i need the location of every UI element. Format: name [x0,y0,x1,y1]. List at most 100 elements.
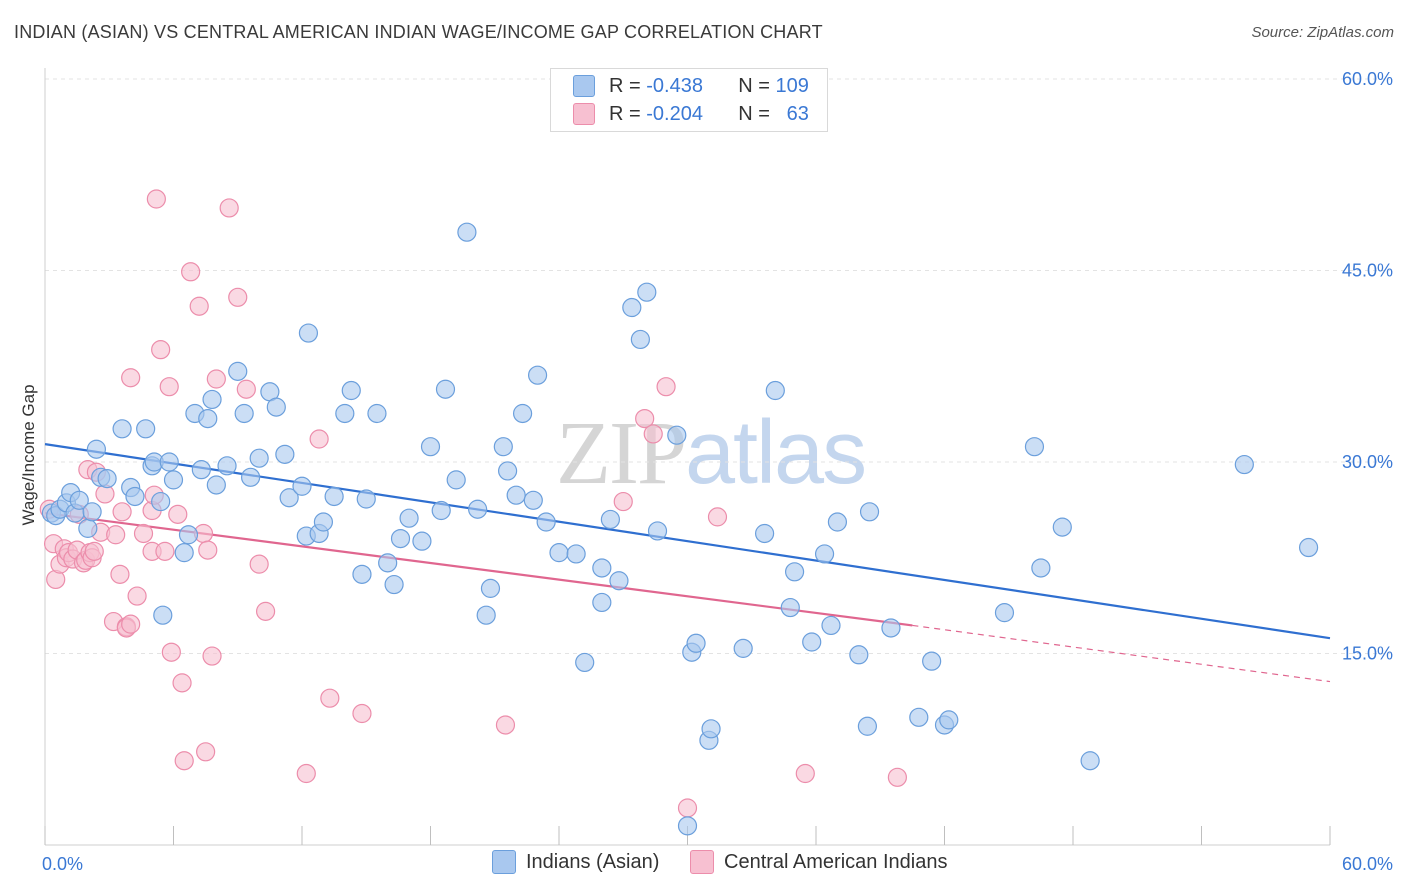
data-point-indians-asian [78,518,98,538]
legend-label: Central American Indians [724,850,948,873]
data-point-indians-asian [637,282,657,302]
data-point-indians-asian [356,489,376,509]
data-point-indians-asian [857,716,878,736]
data-point-indians-asian [202,389,222,410]
data-point-indians-asian [922,651,942,671]
y-tick-label: 45.0% [1342,261,1393,281]
data-point-indians-asian [457,222,477,242]
data-point-indians-asian [446,470,466,490]
data-point-indians-asian [1234,454,1254,475]
data-point-indians-asian [754,523,775,544]
blue-swatch [492,850,516,874]
data-point-indians-asian [493,437,513,457]
data-point-central-american-indians [495,715,516,735]
n-value: 109 [775,74,809,97]
data-point-indians-asian [909,707,929,727]
data-point-indians-asian [527,365,548,385]
data-point-indians-asian [86,439,107,459]
watermark-atlas: atlas [685,403,867,503]
data-point-indians-asian [647,521,668,541]
data-point-indians-asian [592,592,612,613]
central-american-indians-points [39,189,907,818]
data-point-central-american-indians [352,703,372,724]
data-point-indians-asian [939,710,959,730]
axis-labels: 15.0% 30.0% 45.0% 60.0% 0.0% 60.0% Wage/Income… [19,69,1393,874]
data-point-central-american-indians [206,369,226,389]
data-point-indians-asian [82,502,102,522]
stats-row-central-american-indians: R = -0.204 N = 63 [573,101,809,127]
data-point-indians-asian [566,544,586,564]
data-point-central-american-indians [112,502,132,522]
data-point-central-american-indians [296,763,316,784]
data-point-indians-asian [1031,558,1051,578]
pink-swatch [690,850,714,874]
indians-asian-points [41,222,1319,836]
data-point-indians-asian [630,329,650,350]
data-point-indians-asian [701,719,721,739]
data-point-indians-asian [765,380,785,401]
data-point-central-american-indians [795,763,815,784]
data-point-indians-asian [600,509,621,530]
data-point-central-american-indians [635,408,655,429]
pink-swatch [573,103,595,125]
data-point-indians-asian [136,419,156,439]
data-point-central-american-indians [181,262,201,282]
y-tick-label: 60.0% [1342,69,1393,89]
data-point-central-american-indians [161,642,181,662]
legend-item-central-american-indians[interactable]: Central American Indians [690,850,947,874]
data-point-indians-asian [125,486,145,507]
data-point-indians-asian [498,461,518,481]
n-label: N = [738,102,770,125]
data-point-indians-asian [234,403,254,424]
data-point-indians-asian [849,645,869,665]
data-point-indians-asian [399,508,419,528]
data-point-central-american-indians [887,767,907,787]
data-point-central-american-indians [677,798,698,818]
r-value: -0.438 [646,74,703,97]
data-point-indians-asian [163,470,184,490]
data-point-indians-asian [1080,751,1100,771]
data-point-indians-asian [1052,517,1072,537]
data-point-central-american-indians [219,198,239,218]
data-point-central-american-indians [707,507,728,527]
r-label: R = [609,102,641,125]
data-point-indians-asian [994,603,1015,623]
legend-label: Indians (Asian) [526,850,660,873]
stats-row-indians-asian: R = -0.438 N = 109 [573,73,809,99]
data-point-indians-asian [431,500,451,521]
y-tick-label: 15.0% [1342,644,1393,664]
data-point-indians-asian [881,618,901,638]
data-point-indians-asian [198,408,218,429]
data-point-central-american-indians [106,525,126,545]
data-point-indians-asian [228,361,248,381]
legend-item-indians-asian[interactable]: Indians (Asian) [492,850,659,874]
r-label: R = [609,74,641,97]
data-point-central-american-indians [121,368,141,388]
data-point-indians-asian [266,397,286,417]
data-point-central-american-indians [168,504,188,524]
stats-legend: R = -0.438 N = 109 R = -0.204 N = 63 [550,68,828,132]
data-point-central-american-indians [613,491,633,512]
data-point-indians-asian [523,490,543,510]
trend-extension-central-american-indians [912,624,1331,683]
n-value: 63 [786,102,809,125]
n-label: N = [738,74,770,97]
data-point-indians-asian [352,564,372,584]
data-point-indians-asian [97,468,117,489]
data-point-indians-asian [859,502,880,522]
data-point-indians-asian [686,633,706,653]
data-point-indians-asian [206,475,226,495]
data-point-indians-asian [512,403,533,424]
trend-line-indians-asian [44,443,1331,640]
data-point-indians-asian [435,379,456,399]
blue-swatch [573,75,595,97]
data-point-indians-asian [112,419,132,439]
data-point-central-american-indians [121,614,141,634]
data-point-indians-asian [298,323,319,343]
data-point-indians-asian [367,403,387,424]
data-point-indians-asian [733,638,753,658]
data-point-central-american-indians [127,586,147,606]
source-credit: Source: ZipAtlas.com [1251,24,1394,41]
data-point-indians-asian [592,558,612,578]
data-point-indians-asian [191,460,211,480]
